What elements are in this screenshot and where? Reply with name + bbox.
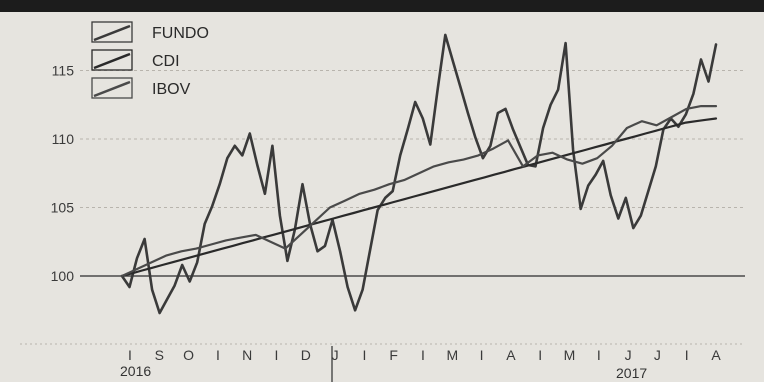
legend-swatch-icon <box>91 77 133 99</box>
year-label-2016: 2016 <box>120 363 151 379</box>
x-tick-label: I <box>128 347 132 363</box>
x-tick-label: M <box>446 347 458 363</box>
legend: FUNDO CDI IBOV <box>91 21 209 99</box>
x-tick-label: M <box>564 347 576 363</box>
series-line-ibov <box>120 105 718 278</box>
year-label-2017: 2017 <box>616 365 647 381</box>
x-tick-label: S <box>155 347 164 363</box>
x-tick-label: I <box>421 347 425 363</box>
top-banner <box>0 0 764 12</box>
y-tick-label: 110 <box>52 131 75 147</box>
x-tick-label: J <box>654 347 661 363</box>
x-tick-label: I <box>275 347 279 363</box>
legend-item-ibov: IBOV <box>91 77 191 99</box>
x-tick-label: O <box>183 347 194 363</box>
legend-label-ibov: IBOV <box>152 81 191 98</box>
x-tick-label: F <box>389 347 398 363</box>
legend-label-fundo: FUNDO <box>152 25 209 42</box>
legend-swatch-icon <box>91 49 133 71</box>
x-tick-label: A <box>506 347 516 363</box>
y-tick-label: 105 <box>51 200 75 216</box>
x-tick-label: D <box>301 347 311 363</box>
x-tick-label: I <box>597 347 601 363</box>
legend-label-cdi: CDI <box>152 53 180 70</box>
legend-swatch-line <box>93 80 131 98</box>
x-tick-label: J <box>332 347 339 363</box>
x-tick-label: I <box>216 347 220 363</box>
legend-item-cdi: CDI <box>91 49 180 71</box>
series-lines <box>120 33 718 315</box>
y-tick-label: 100 <box>51 268 75 284</box>
series-line-fundo <box>120 33 718 315</box>
legend-item-fundo: FUNDO <box>91 21 209 43</box>
legend-swatch-line <box>93 52 131 70</box>
y-tick-labels: 100 105 110 115 <box>51 63 75 285</box>
x-tick-label: A <box>711 347 721 363</box>
gridlines <box>20 70 745 345</box>
y-tick-label: 115 <box>52 63 75 79</box>
x-tick-label: I <box>480 347 484 363</box>
legend-swatch-line <box>93 24 131 42</box>
x-tick-label: J <box>625 347 632 363</box>
x-tick-label: I <box>538 347 542 363</box>
legend-swatch-icon <box>91 21 133 43</box>
x-tick-label: I <box>685 347 689 363</box>
x-tick-label: N <box>242 347 252 363</box>
x-tick-label: I <box>362 347 366 363</box>
